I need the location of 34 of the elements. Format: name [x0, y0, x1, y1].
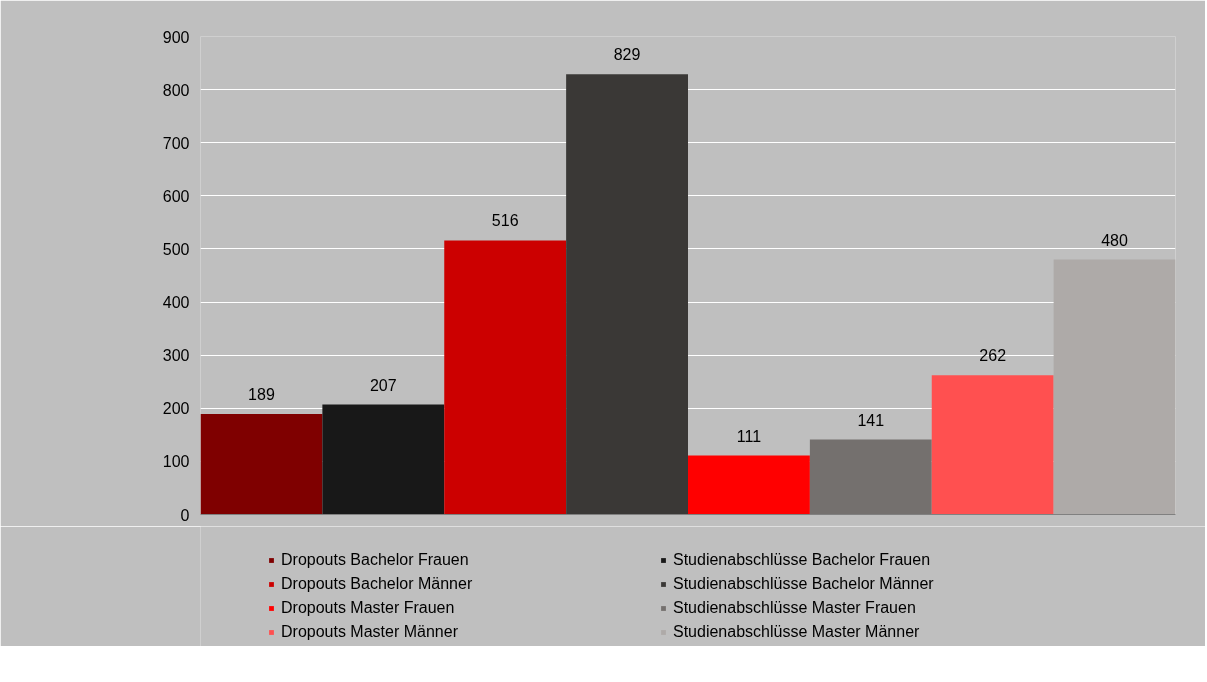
y-tick-label: 400	[162, 294, 190, 312]
legend-label: Dropouts Master Männer	[281, 623, 459, 641]
data-label: 141	[857, 411, 885, 429]
legend-label: Dropouts Bachelor Frauen	[281, 551, 470, 569]
legend-label: Studienabschlüsse Master Frauen	[673, 599, 917, 617]
legend-label: Studienabschlüsse Bachelor Frauen	[673, 551, 932, 569]
data-label: 480	[1101, 231, 1129, 249]
bar	[566, 74, 688, 515]
bar	[1053, 259, 1176, 515]
y-tick-label: 100	[162, 453, 190, 471]
y-tick-label: 500	[162, 240, 190, 258]
data-label: 516	[491, 212, 519, 230]
bar	[688, 455, 810, 515]
data-label: 111	[736, 427, 762, 445]
y-tick-label: 900	[162, 28, 190, 46]
bar	[809, 439, 932, 515]
data-label: 262	[979, 347, 1007, 365]
data-label: 207	[369, 376, 397, 394]
data-label: 829	[613, 46, 641, 64]
bar	[322, 404, 445, 515]
legend-label: Dropouts Bachelor Männer	[281, 575, 474, 593]
legend-label: Studienabschlüsse Master Männer	[673, 623, 921, 641]
bar	[931, 375, 1054, 515]
bar	[444, 240, 567, 515]
y-tick-label: 800	[162, 81, 190, 99]
bar	[200, 414, 323, 515]
y-tick-label: 0	[180, 506, 190, 524]
y-tick-label: 600	[162, 187, 190, 205]
y-tick-label: 700	[162, 134, 190, 152]
legend-label: Dropouts Master Frauen	[281, 599, 456, 617]
data-label: 189	[248, 386, 275, 404]
legend-label: Studienabschlüsse Bachelor Männer	[673, 575, 935, 593]
y-tick-label: 200	[162, 400, 190, 418]
y-tick-label: 300	[162, 347, 190, 365]
